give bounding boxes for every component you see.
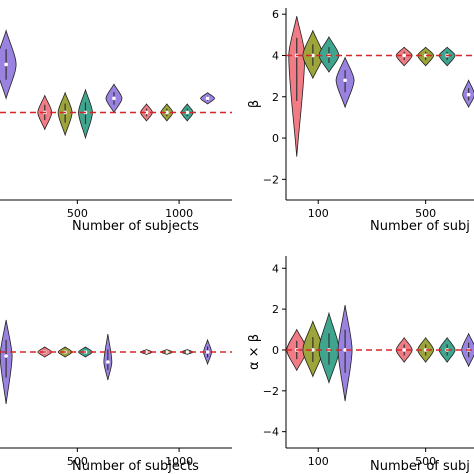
y-tick-label: 4 bbox=[272, 262, 279, 275]
x-tick-label: 1000 bbox=[165, 455, 193, 468]
violin-median-dot bbox=[343, 348, 347, 352]
y-tick-label: 0 bbox=[272, 132, 279, 145]
x-axis-label: Number of subjects bbox=[72, 459, 199, 474]
violin-median-dot bbox=[144, 350, 149, 354]
x-tick-label: 500 bbox=[67, 455, 88, 468]
violin-median-dot bbox=[165, 110, 169, 115]
y-tick-label: −2 bbox=[263, 173, 279, 186]
y-axis-label: β bbox=[247, 100, 262, 108]
y-tick-label: −4 bbox=[263, 426, 279, 439]
violin-median-dot bbox=[185, 350, 190, 354]
y-tick-label: 2 bbox=[272, 303, 279, 316]
x-tick-label: 100 bbox=[308, 207, 329, 220]
violin-median-dot bbox=[311, 348, 315, 352]
violin-median-dot bbox=[112, 96, 116, 101]
x-tick-label: 500 bbox=[67, 207, 88, 220]
violin-shape bbox=[0, 29, 17, 100]
y-tick-label: 4 bbox=[272, 49, 279, 62]
x-tick-label: 500 bbox=[415, 455, 436, 468]
x-tick-label: 500 bbox=[415, 207, 436, 220]
violin-median-dot bbox=[4, 62, 8, 67]
x-axis-label: Number of subjects bbox=[72, 219, 199, 234]
y-axis-label: α × β bbox=[247, 334, 262, 370]
y-tick-label: 0 bbox=[272, 344, 279, 357]
violin-median-dot bbox=[466, 92, 471, 97]
violin-median-dot bbox=[185, 110, 190, 115]
violin-median-dot bbox=[165, 350, 169, 354]
x-axis-label: Number of subj bbox=[370, 219, 470, 234]
violin-median-dot bbox=[106, 360, 110, 364]
x-tick-label: 100 bbox=[308, 455, 329, 468]
y-tick-label: 6 bbox=[272, 8, 279, 21]
violin-median-dot bbox=[205, 96, 210, 101]
x-axis-label: Number of subj bbox=[370, 459, 470, 474]
violin-median-dot bbox=[402, 348, 406, 352]
y-tick-label: −2 bbox=[263, 385, 279, 398]
violin-median-dot bbox=[423, 348, 428, 352]
violin-median-dot bbox=[343, 78, 347, 83]
violin-median-dot bbox=[4, 354, 8, 358]
violin-median-dot bbox=[402, 53, 406, 58]
violin-median-dot bbox=[423, 53, 428, 58]
violin-median-dot bbox=[205, 350, 210, 354]
violin-median-dot bbox=[311, 53, 315, 58]
y-tick-label: 2 bbox=[272, 91, 279, 104]
x-tick-label: 1000 bbox=[165, 207, 193, 220]
violin-median-dot bbox=[144, 110, 149, 115]
